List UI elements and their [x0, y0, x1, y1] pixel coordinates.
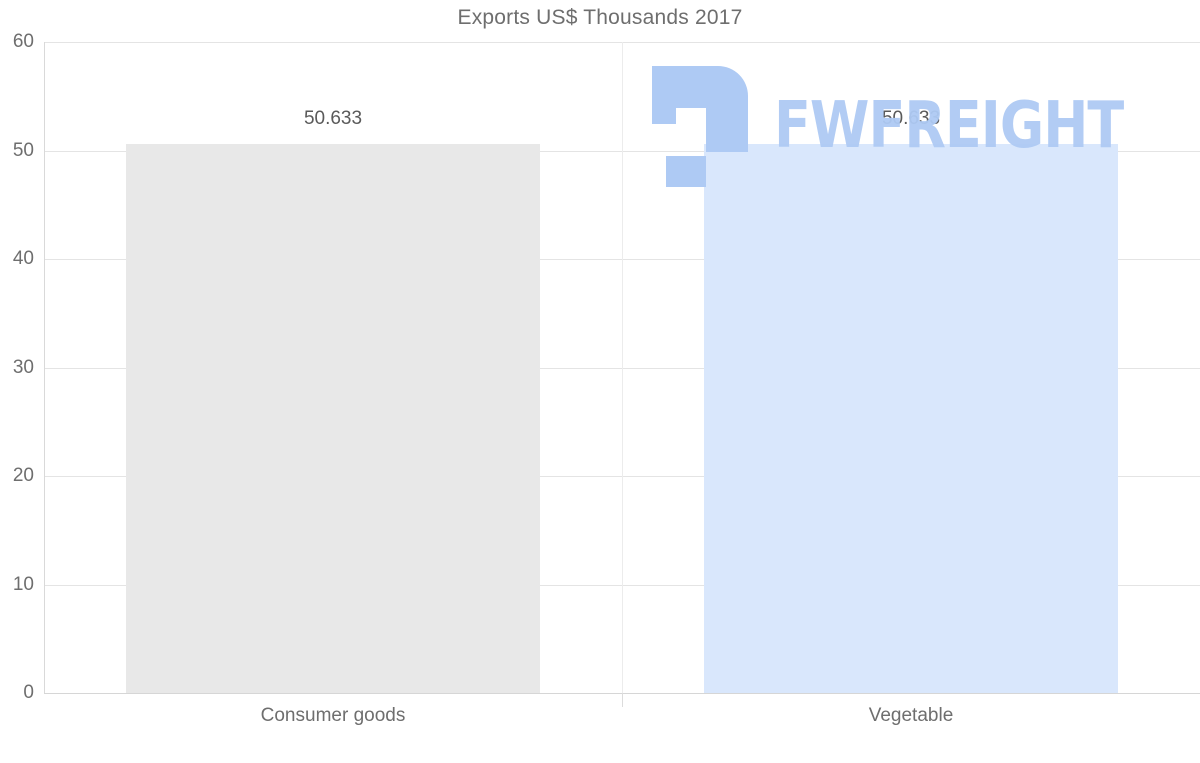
gridline-x-1	[622, 42, 623, 693]
y-tick-label: 50	[12, 139, 34, 161]
bar-value-label: 50.633	[881, 107, 941, 129]
y-tick-label: 0	[23, 682, 34, 703]
y-axis-line	[44, 42, 45, 693]
y-tick-label: 10	[12, 573, 34, 595]
y-tick-label: 20	[12, 465, 34, 486]
y-tick-label: 60	[12, 31, 34, 52]
plot-area	[44, 42, 1200, 694]
x-tick-mark	[622, 693, 623, 707]
bar-value-label: 50.633	[303, 107, 363, 129]
bar[interactable]	[704, 143, 1118, 693]
y-tick-label: 30	[12, 356, 34, 378]
chart-title: Exports US$ Thousands 2017	[457, 6, 743, 29]
x-tick-label: Consumer goods	[260, 705, 406, 726]
y-tick-label: 40	[12, 248, 34, 269]
x-tick-label: Vegetable	[868, 705, 954, 726]
bar[interactable]	[126, 143, 540, 693]
